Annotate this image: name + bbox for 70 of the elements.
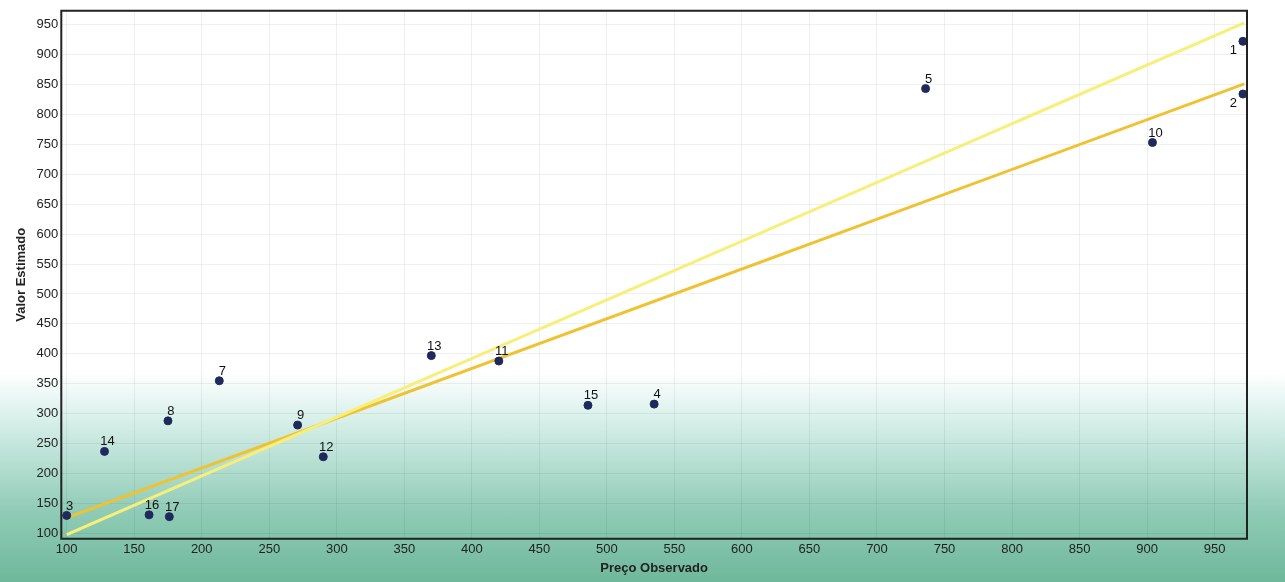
- x-tick-label: 700: [866, 541, 888, 557]
- x-tick-label: 450: [528, 541, 551, 557]
- annotation: 11: [495, 343, 509, 359]
- x-tick-label: 100: [55, 541, 78, 557]
- annotation: 9: [297, 407, 305, 423]
- y-tick-label: 700: [36, 165, 59, 181]
- annotation: 7: [218, 362, 226, 378]
- y-tick-label: 500: [36, 285, 59, 301]
- point: [1238, 89, 1247, 99]
- point: [583, 400, 593, 410]
- x-tick-label: 550: [663, 541, 686, 557]
- y-tick-label: 850: [36, 76, 59, 92]
- point: [293, 420, 303, 430]
- y-tick-label: 200: [36, 465, 59, 481]
- y-tick-label: 300: [36, 405, 59, 421]
- y-tick-label: 250: [36, 435, 59, 451]
- x-tick-label: 750: [933, 541, 956, 557]
- x-tick-label: 800: [1001, 541, 1023, 557]
- annotation: 15: [583, 387, 599, 403]
- x-tick-label: 350: [393, 541, 416, 557]
- point: [1238, 36, 1247, 46]
- point: [164, 512, 174, 522]
- annotation: 12: [319, 438, 334, 454]
- x-tick-label: 150: [123, 541, 146, 557]
- annotation: 8: [167, 402, 175, 418]
- annotation: 2: [1229, 95, 1237, 111]
- point: [214, 376, 224, 386]
- y-axis-title: Valor Estimado: [13, 227, 29, 322]
- annotation: 3: [66, 497, 74, 513]
- annotation: 13: [427, 337, 442, 353]
- y-tick-label: 550: [36, 255, 59, 271]
- x-tick-label: 600: [731, 541, 753, 557]
- x-tick-label: 850: [1068, 541, 1091, 557]
- y-tick-label: 800: [36, 105, 59, 121]
- x-tick-label: 650: [798, 541, 821, 557]
- y-tick-label: 350: [36, 375, 59, 391]
- annotation: 14: [100, 433, 115, 449]
- y-tick-label: 950: [36, 16, 59, 32]
- point: [318, 452, 328, 462]
- y-tick-label: 150: [36, 495, 59, 511]
- y-tick-label: 650: [36, 195, 59, 211]
- x-tick-label: 300: [325, 541, 348, 557]
- annotation: 17: [165, 498, 180, 514]
- x-axis-title: Preço Observado: [600, 559, 709, 575]
- x-tick-label: 250: [258, 541, 281, 557]
- point: [921, 84, 931, 94]
- annotation: 10: [1148, 124, 1163, 140]
- y-tick-label: 900: [36, 46, 59, 62]
- x-tick-label: 400: [460, 541, 483, 557]
- y-tick-label: 100: [36, 524, 59, 540]
- y-tick-label: 450: [36, 315, 59, 331]
- point: [100, 446, 110, 456]
- y-tick-label: 600: [36, 225, 59, 241]
- y-tick-label: 400: [36, 345, 59, 361]
- point: [649, 399, 659, 409]
- x-tick-label: 900: [1136, 541, 1158, 557]
- point: [144, 510, 154, 520]
- x-tick-label: 950: [1203, 541, 1226, 557]
- x-tick-label: 500: [596, 541, 618, 557]
- annotation: 1: [1229, 42, 1237, 58]
- point: [1147, 138, 1157, 147]
- point: [494, 356, 504, 366]
- x-tick-label: 200: [190, 541, 213, 557]
- annotation: 4: [653, 386, 661, 402]
- point: [426, 351, 436, 361]
- point: [62, 510, 72, 520]
- annotation: 5: [924, 70, 933, 86]
- annotation: 16: [144, 496, 160, 512]
- y-tick-label: 750: [36, 135, 59, 151]
- point: [163, 416, 173, 426]
